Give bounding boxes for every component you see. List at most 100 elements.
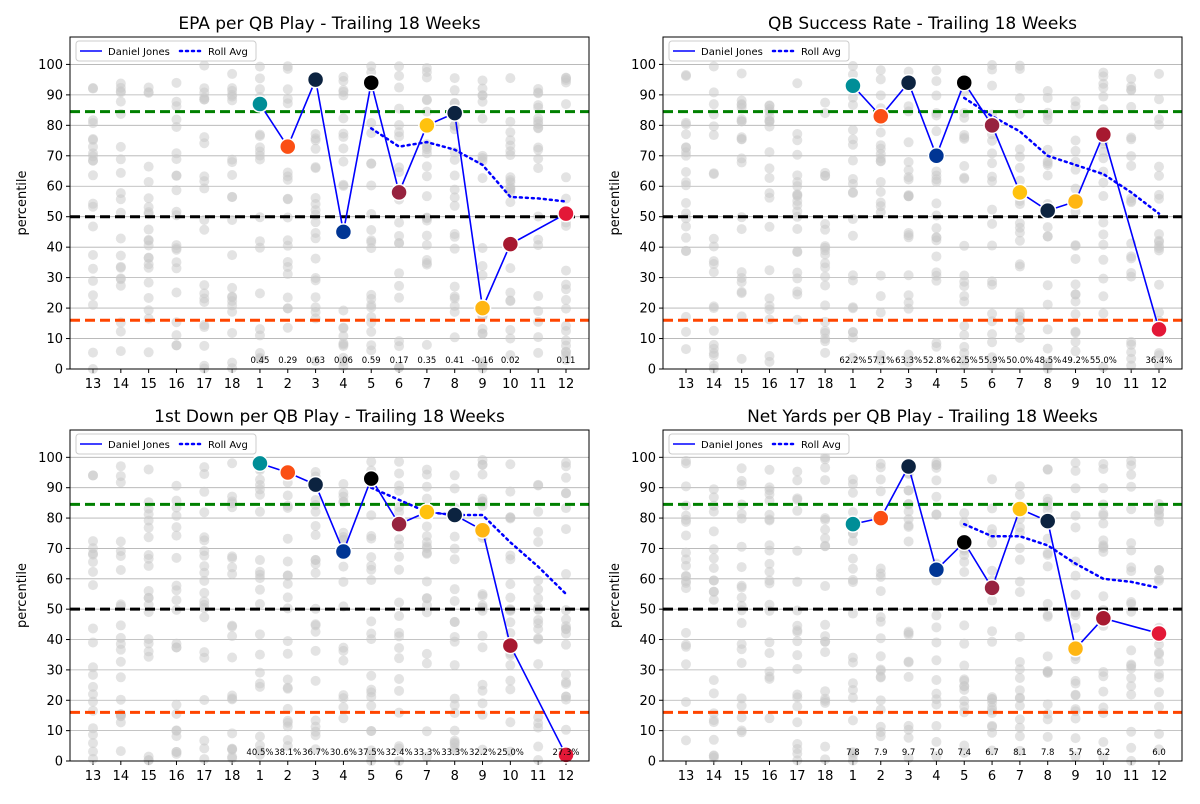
league-qb-dot (88, 689, 98, 700)
titans-logo-icon (306, 70, 325, 89)
league-qb-dot (310, 554, 321, 565)
league-qb-dot (736, 712, 747, 723)
roll-avg-line (369, 486, 568, 596)
league-qb-dot (88, 681, 98, 692)
league-qb-dot (366, 700, 377, 711)
league-qb-dot (1098, 686, 1109, 697)
league-qb-dot (1014, 175, 1025, 186)
league-qb-dot (1014, 324, 1025, 335)
league-qb-dot (847, 608, 858, 619)
league-qb-dot (1126, 84, 1137, 95)
league-qb-dot (792, 247, 803, 258)
league-qb-dot (792, 744, 803, 755)
league-qb-dot (736, 700, 747, 711)
league-qb-dot (227, 551, 238, 562)
league-qb-dot (1098, 82, 1109, 93)
league-qb-dot (764, 116, 775, 127)
league-qb-dot (421, 521, 432, 532)
league-qb-dot (1042, 231, 1053, 242)
league-qb-dot (1070, 183, 1081, 194)
league-qb-dot (987, 693, 998, 704)
league-qb-dot (931, 65, 942, 76)
league-qb-dot (1098, 666, 1109, 677)
league-qb-dot (1014, 218, 1025, 229)
league-qb-dot (875, 672, 886, 683)
league-qb-dot (959, 341, 970, 352)
league-qb-dot (931, 699, 942, 710)
league-qb-dot (847, 173, 858, 184)
league-qb-dot (171, 595, 182, 606)
league-qb-dot (736, 513, 747, 524)
titans-logo-icon (445, 506, 464, 524)
league-qb-dot (987, 537, 998, 548)
league-qb-dot (115, 280, 126, 291)
league-qb-dot (1070, 346, 1081, 357)
league-qb-dot (338, 352, 349, 363)
league-qb-dot (449, 470, 460, 481)
league-qb-dot (792, 314, 803, 325)
league-qb-dot (1070, 510, 1081, 521)
league-qb-dot (1014, 664, 1025, 675)
steelers-logo-icon (1066, 639, 1085, 658)
league-qb-dot (227, 753, 238, 764)
league-qb-dot (681, 167, 691, 178)
league-qb-dot (847, 270, 858, 281)
legend-label: Daniel Jones (108, 47, 170, 58)
y-tick-label: 50 (46, 210, 63, 225)
league-qb-dot (421, 171, 432, 182)
league-qb-dot (449, 243, 460, 254)
league-qb-dot (987, 329, 998, 340)
league-qb-dot (338, 75, 349, 86)
league-qb-dot (959, 747, 970, 758)
league-qb-dot (505, 675, 516, 686)
league-qb-dot (1126, 160, 1137, 171)
league-qb-dot (792, 190, 803, 201)
league-qb-dot (533, 755, 544, 766)
league-qb-dot (736, 618, 747, 629)
data-label: 49.2% (1062, 356, 1089, 366)
league-qb-dot (931, 90, 942, 101)
league-qb-dot (282, 683, 293, 694)
league-qb-dot (820, 686, 831, 697)
league-qb-dot (533, 526, 544, 537)
league-qb-dot (533, 633, 544, 644)
league-qb-dot (903, 506, 914, 517)
x-tick-label: 15 (140, 377, 157, 392)
data-label: 7.0 (930, 748, 944, 758)
league-qb-dot (847, 303, 858, 314)
dolphins-logo-icon (844, 515, 862, 533)
league-qb-dot (505, 459, 516, 470)
y-tick-label: 10 (639, 724, 656, 739)
chart-title: Net Yards per QB Play - Trailing 18 Week… (747, 407, 1098, 427)
league-qb-dot (708, 130, 719, 141)
league-qb-dot (875, 633, 886, 644)
data-label: 7.4 (957, 748, 971, 758)
league-qb-dot (227, 562, 238, 573)
league-qb-dot (1154, 235, 1164, 246)
league-qb-dot (449, 200, 460, 211)
league-qb-dot (505, 617, 516, 628)
x-tick-label: 9 (478, 377, 486, 392)
data-label: 0.06 (334, 356, 353, 366)
league-qb-dot (310, 275, 321, 286)
league-qb-dot (421, 751, 432, 762)
chiefs-logo-icon (557, 204, 575, 223)
league-qb-dot (227, 744, 238, 755)
league-qb-dot (338, 561, 349, 572)
league-qb-dot (959, 270, 970, 281)
league-qb-dot (736, 693, 747, 704)
league-qb-dot (282, 533, 293, 544)
league-qb-dot (394, 653, 405, 664)
league-qb-dot (338, 331, 349, 342)
league-qb-dot (792, 576, 803, 587)
league-qb-dot (143, 277, 154, 288)
league-qb-dot (736, 68, 747, 79)
y-tick-label: 20 (639, 694, 656, 709)
plot-frame (662, 429, 1183, 762)
y-tick-label: 40 (46, 633, 63, 648)
league-qb-dot (708, 325, 719, 336)
league-qb-dot (282, 292, 293, 303)
league-qb-dot (88, 221, 98, 232)
league-qb-dot (1014, 199, 1025, 210)
chargers-logo-icon (418, 116, 436, 135)
